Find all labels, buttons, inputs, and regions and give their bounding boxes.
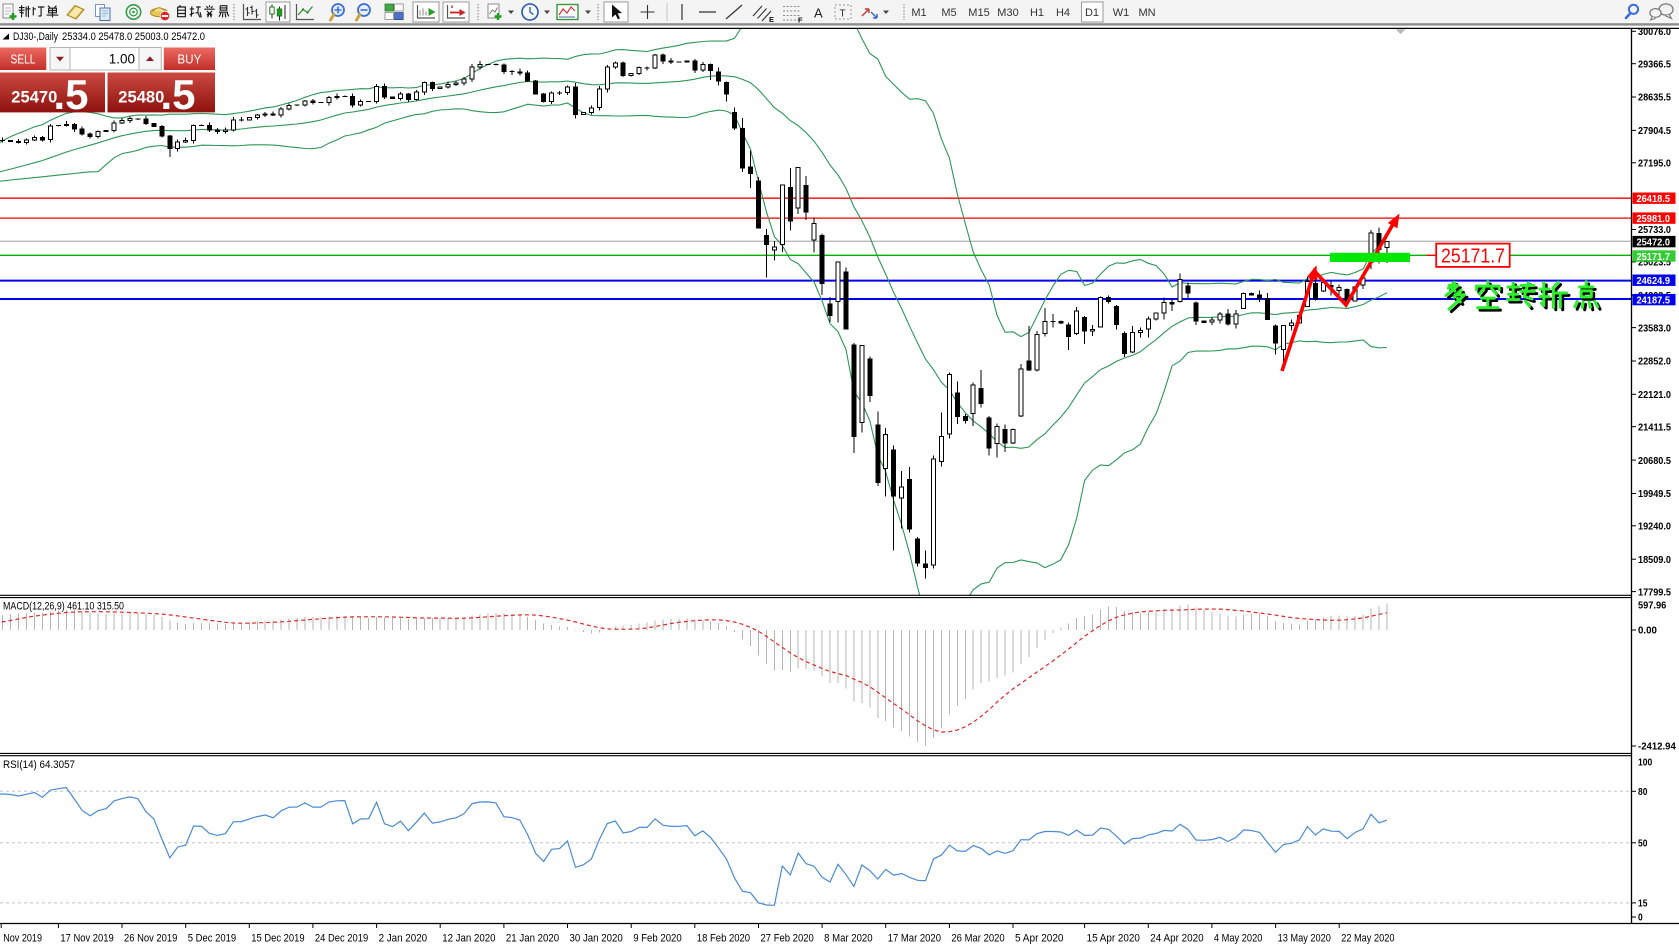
- svg-text:15 Dec 2019: 15 Dec 2019: [251, 933, 304, 945]
- svg-text:BUY: BUY: [177, 52, 202, 66]
- svg-text:15 Apr 2020: 15 Apr 2020: [1087, 933, 1140, 945]
- svg-text:28635.5: 28635.5: [1638, 92, 1671, 104]
- svg-text:80: 80: [1638, 786, 1648, 798]
- svg-text:H1: H1: [1030, 7, 1044, 19]
- svg-text:SELL: SELL: [11, 52, 36, 66]
- svg-text:H4: H4: [1056, 7, 1070, 19]
- svg-text:25733.0: 25733.0: [1638, 224, 1671, 236]
- svg-text:12 Jan 2020: 12 Jan 2020: [442, 933, 495, 945]
- svg-text:9 Feb 2020: 9 Feb 2020: [633, 933, 682, 945]
- svg-text:19240.0: 19240.0: [1638, 521, 1671, 533]
- svg-text:18 Feb 2020: 18 Feb 2020: [697, 933, 750, 945]
- svg-text:D1: D1: [1085, 7, 1099, 19]
- svg-text:2 Jan 2020: 2 Jan 2020: [379, 933, 428, 945]
- svg-text:M1: M1: [911, 7, 926, 19]
- svg-text:M30: M30: [997, 7, 1018, 19]
- svg-text:26418.5: 26418.5: [1637, 193, 1671, 205]
- svg-text:100: 100: [1638, 757, 1652, 769]
- svg-text:MN: MN: [1138, 7, 1155, 19]
- svg-text:597.96: 597.96: [1638, 600, 1666, 612]
- svg-text:18509.0: 18509.0: [1638, 554, 1671, 566]
- svg-text:1.00: 1.00: [109, 52, 135, 67]
- svg-text:.5: .5: [161, 71, 196, 118]
- svg-text:25171.7: 25171.7: [1637, 251, 1671, 263]
- svg-text:.5: .5: [54, 71, 89, 118]
- svg-text:4 May 2020: 4 May 2020: [1214, 933, 1263, 945]
- svg-text:21411.5: 21411.5: [1638, 421, 1671, 433]
- svg-text:22 May 2020: 22 May 2020: [1341, 933, 1394, 945]
- svg-text:24624.9: 24624.9: [1637, 275, 1671, 287]
- svg-text:MACD(12,26,9) 461.10 315.50: MACD(12,26,9) 461.10 315.50: [3, 601, 124, 613]
- svg-text:T: T: [840, 9, 846, 20]
- svg-text:17 Nov 2019: 17 Nov 2019: [60, 933, 113, 945]
- svg-text:21 Jan 2020: 21 Jan 2020: [506, 933, 559, 945]
- svg-text:17 Mar 2020: 17 Mar 2020: [888, 933, 941, 945]
- svg-text:50: 50: [1638, 838, 1648, 850]
- svg-text:8 Mar 2020: 8 Mar 2020: [824, 933, 873, 945]
- svg-text:-2412.94: -2412.94: [1638, 741, 1676, 753]
- svg-text:A: A: [814, 6, 823, 21]
- svg-text:30076.0: 30076.0: [1638, 26, 1671, 38]
- svg-text:15: 15: [1638, 898, 1648, 910]
- svg-text:DJ30-,Daily: DJ30-,Daily: [13, 31, 58, 43]
- svg-text:27195.0: 27195.0: [1638, 158, 1671, 170]
- svg-text:5 Dec 2019: 5 Dec 2019: [188, 933, 237, 945]
- svg-text:30 Jan 2020: 30 Jan 2020: [570, 933, 623, 945]
- svg-text:0.00: 0.00: [1638, 625, 1657, 637]
- svg-text:RSI(14) 64.3057: RSI(14) 64.3057: [3, 759, 75, 771]
- svg-text:27904.5: 27904.5: [1638, 125, 1671, 137]
- svg-text:22852.0: 22852.0: [1638, 356, 1671, 368]
- svg-text:25480: 25480: [118, 88, 164, 106]
- svg-text:13 May 2020: 13 May 2020: [1278, 933, 1331, 945]
- svg-text:20680.5: 20680.5: [1638, 455, 1671, 467]
- svg-text:5 Apr 2020: 5 Apr 2020: [1015, 933, 1064, 945]
- svg-text:M5: M5: [941, 7, 956, 19]
- svg-text:26 Mar 2020: 26 Mar 2020: [951, 933, 1004, 945]
- svg-text:25470: 25470: [11, 88, 57, 106]
- svg-text:19949.5: 19949.5: [1638, 488, 1671, 500]
- svg-text:26 Nov 2019: 26 Nov 2019: [124, 933, 177, 945]
- svg-text:25472.0: 25472.0: [1637, 237, 1671, 249]
- svg-text:22121.0: 22121.0: [1638, 389, 1671, 401]
- svg-text:0: 0: [1638, 912, 1643, 924]
- svg-text:24 Dec 2019: 24 Dec 2019: [315, 933, 368, 945]
- svg-text:23583.0: 23583.0: [1638, 322, 1671, 334]
- svg-text:25171.7: 25171.7: [1441, 245, 1505, 268]
- svg-text:M15: M15: [968, 7, 989, 19]
- svg-text:Nov 2019: Nov 2019: [3, 933, 42, 945]
- svg-text:W1: W1: [1113, 7, 1130, 19]
- svg-text:24187.5: 24187.5: [1637, 295, 1671, 307]
- svg-text:27 Feb 2020: 27 Feb 2020: [761, 933, 814, 945]
- svg-text:25334.0 25478.0 25003.0 25472.: 25334.0 25478.0 25003.0 25472.0: [62, 31, 205, 43]
- svg-text:F: F: [798, 16, 803, 25]
- svg-text:24 Apr 2020: 24 Apr 2020: [1150, 933, 1203, 945]
- svg-text:25981.0: 25981.0: [1637, 213, 1671, 225]
- svg-text:17799.5: 17799.5: [1638, 586, 1671, 598]
- svg-text:E: E: [769, 15, 774, 24]
- svg-text:29366.5: 29366.5: [1638, 58, 1671, 70]
